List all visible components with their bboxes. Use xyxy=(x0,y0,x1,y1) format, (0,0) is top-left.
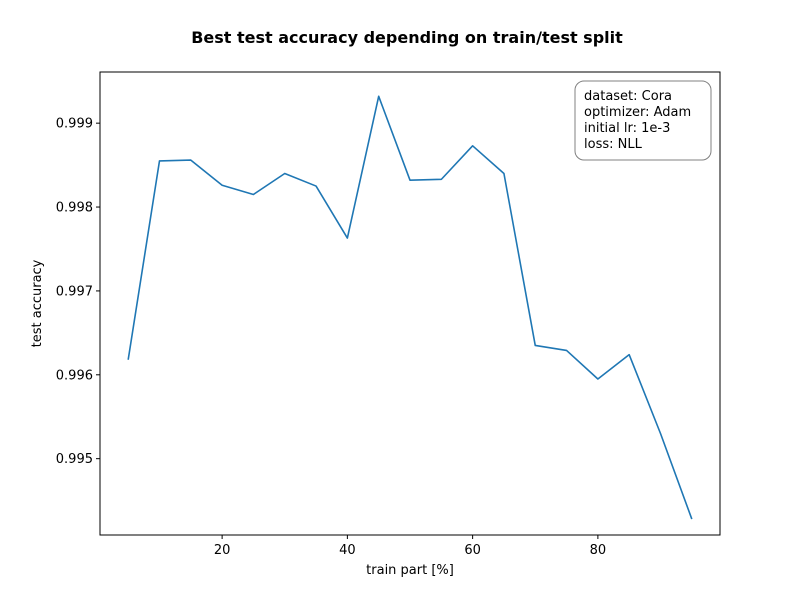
x-tick-label: 80 xyxy=(590,543,607,558)
annotation-box-frame xyxy=(574,80,712,161)
x-axis: 20 40 60 80 xyxy=(214,535,606,558)
y-tick-label: 0.997 xyxy=(56,284,93,299)
y-axis-label: test accuracy xyxy=(30,259,45,347)
y-tick-label: 0.999 xyxy=(56,117,93,132)
series-line xyxy=(127,95,693,520)
annotation-box: dataset: Cora optimizer: Adam initial lr… xyxy=(574,80,712,161)
axes-frame xyxy=(99,71,721,536)
y-tick-label: 0.996 xyxy=(56,368,93,383)
annotation-line-lr: initial lr: 1e-3 xyxy=(584,121,670,136)
x-axis-label: train part [%] xyxy=(366,563,454,578)
annotation-line-loss: loss: NLL xyxy=(584,137,643,152)
chart-title: Best test accuracy depending on train/te… xyxy=(191,28,623,47)
y-tick-label: 0.995 xyxy=(56,452,93,467)
annotation-line-dataset: dataset: Cora xyxy=(584,89,672,104)
annotation-line-optimizer: optimizer: Adam xyxy=(584,105,691,120)
x-tick-label: 60 xyxy=(464,543,481,558)
x-tick-label: 20 xyxy=(214,543,231,558)
y-axis: 0.995 0.996 0.997 0.998 0.999 xyxy=(56,117,100,467)
x-tick-label: 40 xyxy=(339,543,356,558)
plot-area xyxy=(127,95,693,520)
y-tick-label: 0.998 xyxy=(56,201,93,216)
